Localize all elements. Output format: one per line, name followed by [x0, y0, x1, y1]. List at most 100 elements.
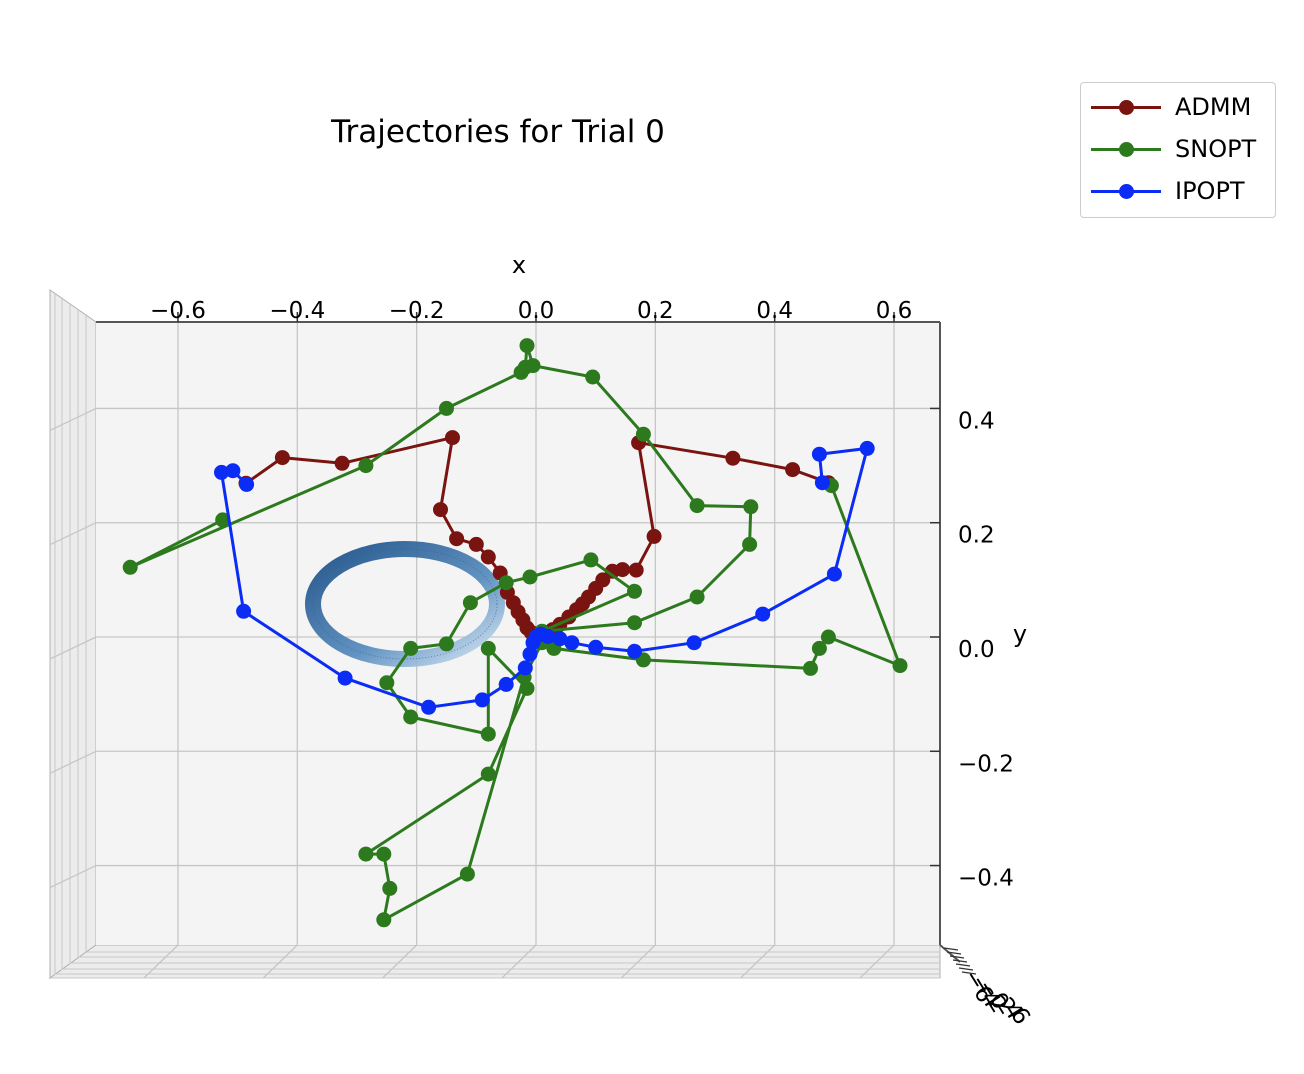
gridlines: [49, 322, 940, 979]
data-point-snopt: [892, 658, 908, 674]
data-point-snopt: [498, 575, 514, 591]
data-point-admm: [449, 531, 465, 547]
z-tick: [958, 967, 974, 971]
z-tick: [943, 947, 959, 951]
data-point-ipopt: [588, 639, 604, 655]
legend: ADMM SNOPT IPOPT: [1080, 82, 1276, 218]
x-tick-label: −0.4: [269, 298, 325, 324]
legend-swatch-snopt: [1091, 134, 1161, 164]
data-point-admm: [334, 455, 350, 471]
x-tick-label: 0.4: [756, 298, 793, 324]
legend-swatch-ipopt: [1091, 176, 1161, 206]
data-point-admm: [615, 562, 630, 578]
data-point-admm: [628, 562, 644, 578]
series-ipopt: [214, 440, 875, 715]
data-point-snopt: [689, 498, 705, 514]
y-pane-gridline: [49, 750, 97, 774]
data-point-ipopt: [474, 692, 490, 708]
data-point-snopt: [583, 552, 599, 568]
y-pane-gridline: [49, 522, 97, 546]
z-tick: [955, 963, 971, 967]
data-point-snopt: [627, 615, 642, 631]
z-tick: [946, 951, 962, 955]
data-point-snopt: [376, 846, 392, 862]
data-point-snopt: [358, 846, 374, 862]
y-pane-gridline: [49, 407, 97, 432]
y-pane-gridline: [49, 636, 97, 660]
data-point-admm: [480, 549, 496, 565]
legend-label: ADMM: [1175, 93, 1252, 121]
data-point-ipopt: [214, 464, 229, 480]
data-point-snopt: [439, 636, 454, 652]
data-point-ipopt: [564, 635, 580, 651]
legend-swatch-admm: [1091, 92, 1161, 122]
chart-title: Trajectories for Trial 0: [330, 114, 665, 150]
data-point-admm: [433, 502, 448, 518]
data-point-snopt: [459, 866, 475, 882]
y-pane-gridline: [49, 864, 97, 889]
data-point-admm: [646, 528, 662, 544]
data-point-snopt: [439, 400, 454, 416]
data-point-snopt: [379, 675, 395, 691]
x-tick-label: −0.2: [389, 298, 445, 324]
data-point-snopt: [403, 709, 419, 725]
data-point-snopt: [585, 369, 601, 385]
x-floor-gridline: [501, 944, 537, 979]
data-point-snopt: [519, 680, 535, 696]
data-point-admm: [595, 572, 611, 588]
legend-item-admm: ADMM: [1091, 89, 1251, 125]
x-axis-label: x: [512, 251, 526, 279]
data-point-ipopt: [239, 476, 255, 492]
data-point-snopt: [480, 726, 496, 742]
data-point-admm: [785, 462, 801, 478]
y-ticks: −0.4 −0.2 0.0 0.2 0.4: [930, 407, 1014, 892]
data-point-ipopt: [498, 676, 514, 692]
y-axis-label: y: [1013, 620, 1027, 648]
x-tick-label: 0.0: [518, 298, 555, 324]
y-tick-label: 0.2: [958, 523, 995, 549]
data-point-snopt: [627, 583, 642, 599]
y-tick-label: −0.4: [958, 866, 1014, 892]
x-floor-gridline: [143, 944, 179, 979]
data-point-snopt: [811, 640, 827, 656]
legend-item-ipopt: IPOPT: [1091, 173, 1245, 209]
data-point-ipopt: [826, 566, 842, 582]
axes-panes: [48, 289, 941, 979]
data-point-admm: [725, 450, 741, 466]
x-floor-gridline: [262, 944, 298, 979]
data-point-ipopt: [522, 646, 538, 662]
data-point-ipopt: [811, 446, 827, 462]
x-floor-gridline: [620, 944, 656, 979]
data-point-ipopt: [225, 463, 241, 479]
data-point-ipopt: [236, 603, 252, 619]
data-point-ipopt: [755, 606, 771, 622]
z-tick: [952, 959, 968, 963]
data-point-snopt: [635, 426, 651, 442]
x-floor-gridline: [382, 944, 418, 979]
data-point-snopt: [462, 595, 478, 611]
x-floor-gridline: [740, 944, 776, 979]
y-tick-label: −0.2: [958, 751, 1014, 777]
data-point-snopt: [522, 569, 538, 585]
data-point-ipopt: [686, 635, 702, 651]
x-tick-label: 0.2: [637, 298, 674, 324]
y-tick-label: 0.4: [958, 408, 995, 434]
data-point-snopt: [382, 880, 398, 896]
data-point-ipopt: [627, 643, 642, 659]
data-point-admm: [445, 430, 460, 446]
data-point-admm: [468, 536, 484, 552]
data-point-admm: [274, 450, 290, 466]
data-point-snopt: [403, 640, 419, 656]
data-point-snopt: [376, 912, 392, 928]
axes-frame: [96, 321, 961, 963]
legend-label: IPOPT: [1175, 177, 1245, 205]
data-point-snopt: [820, 629, 836, 645]
x-floor-gridline: [859, 944, 895, 979]
data-point-snopt: [480, 766, 496, 782]
y-tick-label: 0.0: [958, 637, 995, 663]
x-tick-label: 0.6: [876, 298, 913, 324]
legend-label: SNOPT: [1175, 135, 1257, 163]
data-point-ipopt: [859, 440, 875, 456]
data-point-ipopt: [337, 670, 353, 686]
